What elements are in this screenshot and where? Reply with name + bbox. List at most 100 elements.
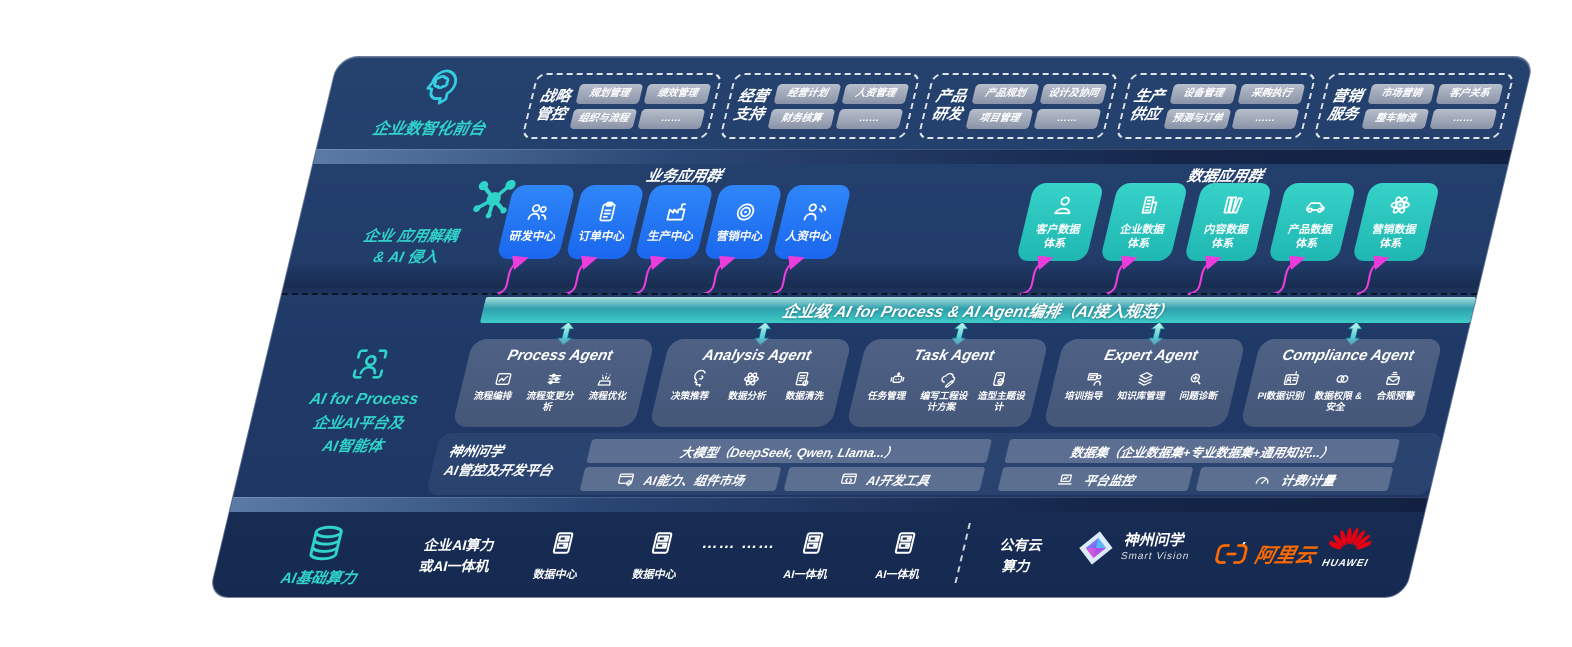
chip: 财务核算: [767, 108, 836, 129]
data-box-content: 内容数据 体系: [1183, 183, 1273, 261]
agent-item: 数据清洗: [784, 391, 825, 402]
cell-ai-market: AI能力、组件市场: [579, 467, 782, 491]
scan-person-icon: [345, 344, 395, 384]
app-box-hr-center: 人资中心: [772, 185, 853, 259]
front-group-supply: 生产 供应 设备管理 采购执行 预测与订单 ……: [1115, 73, 1317, 139]
chip: 人资管理: [841, 83, 910, 104]
cell-billing: 计费/计量: [1195, 467, 1394, 491]
chip: ……: [637, 108, 706, 129]
agent-card-task: Task Agent 任务管理 编写工程设计方案 造型主题设计: [845, 339, 1050, 427]
server-icon: [544, 527, 582, 559]
shenzhou-logo-icon: [1072, 529, 1119, 567]
agent-card-compliance: Compliance Agent PI数据识别 数据权限 & 安全 合规预警: [1239, 339, 1444, 427]
server-icon: [886, 527, 924, 559]
vendor-huawei: HUAWEI: [1310, 525, 1389, 569]
training-icon: [1082, 369, 1107, 389]
agent-card-expert: Expert Agent 培训指导 知识库管理 问题诊断: [1042, 339, 1247, 427]
target-icon: [729, 199, 761, 225]
model-bar: 大模型（DeepSeek, Qwen, Llama...）: [586, 439, 993, 463]
agent-item: 流程编排: [472, 391, 514, 402]
chip: 设备管理: [1169, 83, 1238, 104]
platform-label: 神州问学 AI管控及开发平台: [442, 444, 555, 478]
node-datacenter-1: 数据中心: [514, 527, 607, 582]
chip: ……: [835, 108, 904, 129]
agents-layer-label-zh: 企业AI平台及 AI智能体: [311, 415, 406, 455]
doc-gear-icon: [790, 369, 815, 389]
node-datacenter-2: 数据中心: [613, 527, 706, 582]
agent-title: Task Agent: [912, 347, 997, 364]
id-card-icon: [1279, 369, 1304, 389]
agent-title: Expert Agent: [1102, 347, 1200, 364]
local-compute-label: 企业AI算力 或AI一体机: [417, 537, 497, 574]
chip: 采购执行: [1237, 83, 1306, 104]
agent-item: 流程变更分析: [525, 391, 576, 413]
agent-item: 合规预警: [1375, 391, 1416, 402]
laptop-chart-icon: [1054, 470, 1078, 489]
huawei-flower-icon: [1326, 525, 1375, 555]
agent-item: 决策推荐: [669, 391, 711, 402]
chip: 经营计划: [773, 83, 842, 104]
flowchart-icon: [491, 369, 516, 389]
group-name: 产品 研发: [929, 88, 969, 123]
agent-title: Process Agent: [505, 347, 615, 364]
sliders-icon: [542, 369, 567, 389]
orchestration-bar-label: 企业级 AI for Process & AI Agent编排（AI接入规范）: [780, 304, 1175, 321]
cloud-pen-icon: [936, 369, 961, 389]
front-group-product: 产品 研发 产品规划 设计及协同 项目管理 ……: [917, 73, 1119, 139]
server-icon: [643, 527, 681, 559]
agent-card-process: Process Agent 流程编排 流程变更分析 流程优化: [451, 339, 656, 427]
person-icon: [1048, 192, 1080, 218]
atom-icon: [739, 369, 764, 389]
cell-ai-devtools: AI开发工具: [783, 467, 986, 491]
optimize-icon: [593, 369, 618, 389]
diagnose-icon: [1184, 369, 1209, 389]
brain-head-icon: [411, 61, 465, 113]
chip: 客户关系: [1435, 83, 1504, 104]
chip: 项目管理: [965, 108, 1034, 129]
gauge-icon: [1251, 470, 1275, 489]
agent-item: 流程优化: [587, 391, 628, 402]
server-icon: [794, 527, 832, 559]
front-group-strategy: 战略 管控 规划管理 绩效管理 组织与流程 ……: [521, 73, 723, 139]
person-wave-icon: [798, 199, 830, 225]
orchestration-bar: 企业级 AI for Process & AI Agent编排（AI接入规范）: [479, 297, 1477, 323]
group-name: 生产 供应: [1127, 88, 1167, 123]
chip: ……: [1429, 108, 1498, 129]
chip: ……: [1033, 108, 1102, 129]
agent-card-analysis: Analysis Agent 决策推荐 数据分析 数据清洗: [648, 339, 853, 427]
public-cloud-label: 公有云 算力: [998, 537, 1045, 574]
window-gear-icon: [614, 470, 638, 489]
agents-layer-label-en: AI for Process: [307, 391, 421, 408]
chip: 整车物流: [1361, 108, 1430, 129]
layer-edge: [229, 497, 1429, 512]
agent-title: Compliance Agent: [1280, 347, 1416, 364]
aliyun-bracket-icon: [1213, 542, 1251, 566]
front-group-marketing: 营销 服务 市场营销 客户关系 整车物流 ……: [1313, 73, 1515, 139]
cell-monitoring: 平台监控: [997, 467, 1194, 491]
chip: 绩效管理: [643, 83, 712, 104]
window-code-icon: [837, 470, 861, 489]
ellipsis-text: …… ……: [700, 535, 778, 552]
front-layer-label: 企业数智化前台: [370, 121, 487, 138]
chip: 预测与订单: [1163, 108, 1232, 129]
books-icon: [1216, 192, 1248, 218]
people-icon: [522, 199, 554, 225]
decision-head-icon: [688, 369, 713, 389]
vendor-aliyun: 阿里云: [1212, 539, 1319, 568]
agent-item: 数据分析: [726, 391, 768, 402]
chip: 产品规划: [971, 83, 1040, 104]
data-box-enterprise: 企业数据 体系: [1099, 183, 1189, 261]
chip: 设计及协同: [1039, 83, 1108, 104]
car-icon: [1300, 192, 1332, 218]
group-name: 战略 管控: [533, 88, 573, 123]
factory-icon: [660, 199, 692, 225]
chip: 规划管理: [575, 83, 644, 104]
chip: 组织与流程: [569, 108, 638, 129]
layer-edge: [313, 149, 1512, 164]
node-ai-appliance-2: AI一体机: [856, 527, 949, 582]
agent-item: 编写工程设计方案: [919, 391, 970, 413]
chip: 市场营销: [1367, 83, 1436, 104]
app-box-order-center: 订单中心: [565, 185, 646, 259]
clipboard-icon: [591, 199, 623, 225]
atom-icon: [1384, 192, 1416, 218]
